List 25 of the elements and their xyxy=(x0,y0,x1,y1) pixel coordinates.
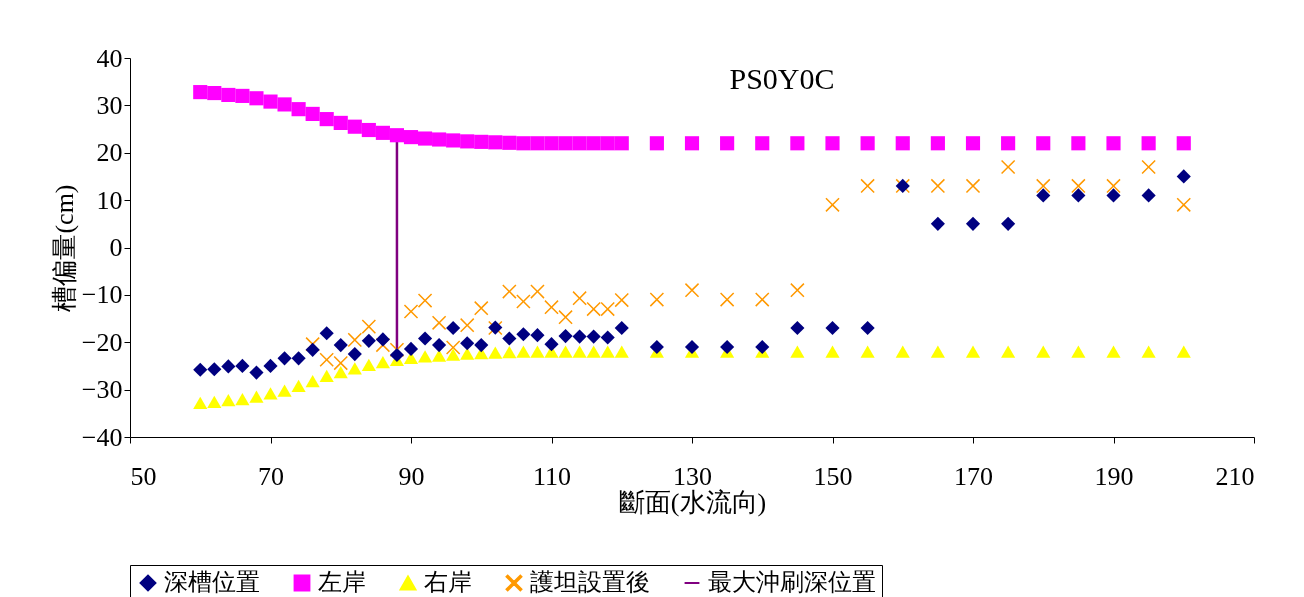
y-tick-label: −40 xyxy=(81,422,123,452)
legend-label: 護坦設置後 xyxy=(530,569,650,595)
legend-label: 左岸 xyxy=(318,569,366,595)
y-axis-title: 槽偏量(cm) xyxy=(49,184,79,312)
y-tick-label: −30 xyxy=(81,375,123,405)
legend-label: 最大沖刷深位置 xyxy=(708,569,876,595)
x-axis-title: 斷面(水流向) xyxy=(618,487,767,517)
chart-title: PS0Y0C xyxy=(729,62,835,95)
y-tick-label: 0 xyxy=(109,233,123,262)
y-tick-label: 20 xyxy=(96,138,123,168)
legend-label: 右岸 xyxy=(424,569,472,595)
legend-label: 深槽位置 xyxy=(164,569,260,595)
x-tick-label: 70 xyxy=(258,461,284,491)
x-tick-label: 150 xyxy=(813,461,853,491)
x-tick-label: 170 xyxy=(954,461,993,491)
y-tick-label: −10 xyxy=(81,280,123,310)
x-tick-label: 210 xyxy=(1215,461,1255,491)
x-tick-label: 190 xyxy=(1094,461,1134,491)
y-tick-label: 10 xyxy=(96,185,123,215)
y-tick-label: −20 xyxy=(81,327,123,357)
x-tick-label: 90 xyxy=(398,461,425,491)
x-tick-label: 50 xyxy=(130,461,157,491)
y-tick-label: 30 xyxy=(96,90,123,120)
x-tick-label: 110 xyxy=(532,461,572,491)
y-tick-label: 40 xyxy=(96,43,123,73)
